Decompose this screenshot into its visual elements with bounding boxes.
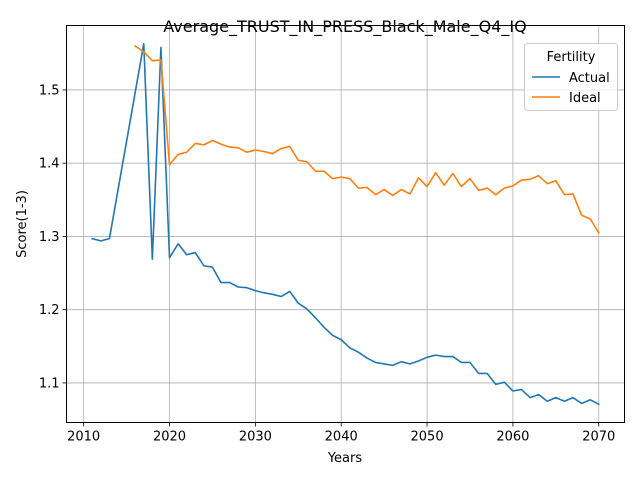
x-tick-label: 2070 (582, 430, 615, 445)
x-tick-label: 2050 (411, 430, 444, 445)
series-layer (91, 43, 600, 406)
x-tick-label: 2030 (239, 430, 272, 445)
chart-title: Average_TRUST_IN_PRESS_Black_Male_Q4_IQ (163, 17, 526, 37)
y-tick-label: 1.5 (39, 83, 60, 98)
legend-box (524, 43, 618, 111)
x-axis-ticks: 2010 2020 2030 2040 2050 2060 2070 (67, 422, 615, 445)
x-tick-label: 2010 (67, 430, 100, 445)
plot-frame (66, 25, 625, 423)
series-line-actual (91, 43, 600, 406)
y-axis-ticks: 1.1 1.2 1.3 1.4 1.5 (39, 83, 67, 391)
legend-title: Fertility (547, 50, 596, 65)
legend-label-ideal: Ideal (569, 91, 601, 106)
series-line-ideal (134, 44, 600, 234)
y-tick-label: 1.2 (39, 303, 60, 318)
legend: Fertility Actual Ideal (524, 43, 618, 111)
x-tick-label: 2020 (153, 430, 186, 445)
y-tick-label: 1.3 (39, 230, 60, 245)
x-tick-label: 2040 (325, 430, 358, 445)
y-axis-label: Score(1-3) (15, 190, 30, 258)
x-tick-label: 2060 (496, 430, 529, 445)
y-tick-label: 1.1 (39, 376, 60, 391)
x-axis-label: Years (327, 451, 363, 466)
legend-label-actual: Actual (569, 71, 610, 86)
y-tick-label: 1.4 (39, 157, 60, 172)
